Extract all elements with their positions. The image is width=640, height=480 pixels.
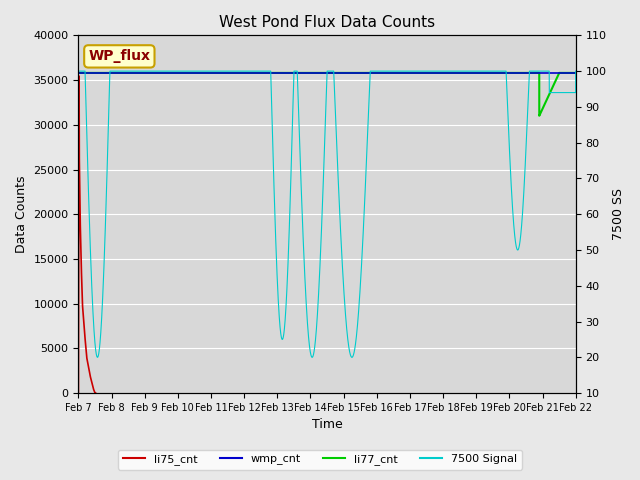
li75_cnt xyxy=(92,390,99,396)
Y-axis label: 7500 SS: 7500 SS xyxy=(612,188,625,240)
7500 Signal xyxy=(572,68,580,74)
wmp_cnt xyxy=(122,70,129,76)
li75_cnt xyxy=(92,390,99,396)
7500 Signal xyxy=(507,170,515,176)
Line: li77_cnt: li77_cnt xyxy=(79,73,576,116)
7500 Signal xyxy=(93,354,101,360)
li75_cnt xyxy=(83,355,91,360)
li75_cnt xyxy=(75,390,83,396)
wmp_cnt xyxy=(122,70,129,76)
7500 Signal xyxy=(520,179,528,184)
wmp_cnt xyxy=(572,70,580,76)
li75_cnt xyxy=(84,360,92,366)
Text: WP_flux: WP_flux xyxy=(88,49,150,63)
li77_cnt xyxy=(565,70,573,76)
li77_cnt xyxy=(75,70,83,76)
wmp_cnt xyxy=(120,70,128,76)
li77_cnt xyxy=(298,70,306,76)
li77_cnt xyxy=(392,70,399,76)
li75_cnt xyxy=(89,383,97,388)
Y-axis label: Data Counts: Data Counts xyxy=(15,176,28,253)
li77_cnt xyxy=(571,70,579,76)
7500 Signal xyxy=(392,68,399,74)
li75_cnt xyxy=(83,354,90,360)
li75_cnt xyxy=(76,73,83,79)
wmp_cnt xyxy=(120,70,128,76)
Line: li75_cnt: li75_cnt xyxy=(79,76,95,393)
Line: 7500 Signal: 7500 Signal xyxy=(79,71,576,357)
7500 Signal xyxy=(571,90,579,96)
wmp_cnt xyxy=(89,70,97,76)
7500 Signal xyxy=(298,207,306,213)
li77_cnt xyxy=(572,70,580,76)
wmp_cnt xyxy=(75,70,83,76)
li77_cnt xyxy=(520,70,528,76)
Title: West Pond Flux Data Counts: West Pond Flux Data Counts xyxy=(219,15,435,30)
li77_cnt xyxy=(507,70,515,76)
7500 Signal xyxy=(75,68,83,74)
li75_cnt xyxy=(85,365,93,371)
7500 Signal xyxy=(565,90,573,96)
X-axis label: Time: Time xyxy=(312,419,342,432)
wmp_cnt xyxy=(89,70,97,76)
Legend: li75_cnt, wmp_cnt, li77_cnt, 7500 Signal: li75_cnt, wmp_cnt, li77_cnt, 7500 Signal xyxy=(118,450,522,469)
li77_cnt xyxy=(536,113,543,119)
